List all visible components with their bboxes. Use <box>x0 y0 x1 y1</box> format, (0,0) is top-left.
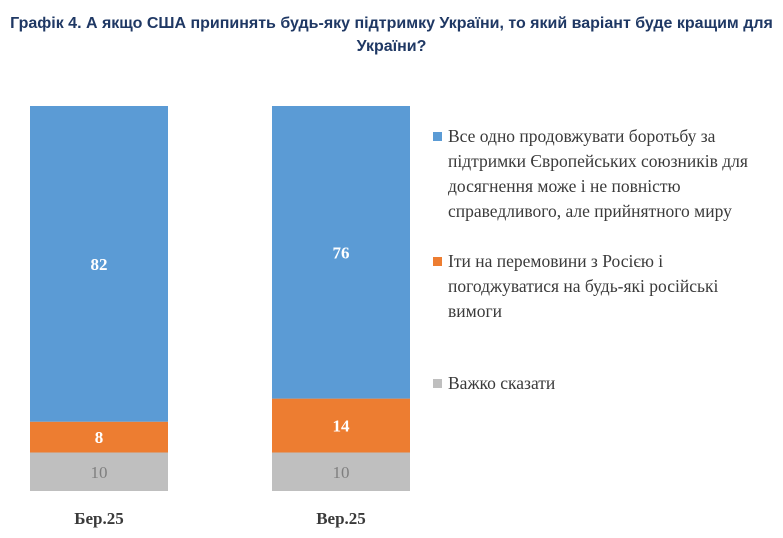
x-tick-label-sep25: Вер.25 <box>316 509 366 528</box>
legend-item-hard-to-say: Важко сказати <box>433 371 773 396</box>
legend-swatch-negotiate <box>433 257 442 266</box>
legend-swatch-hard-to-say <box>433 379 442 388</box>
legend-item-continue-fight: Все одно продовжувати боротьбу за підтри… <box>433 124 773 224</box>
data-label-mar25-hard-to-say: 10 <box>91 463 108 482</box>
data-label-sep25-hard-to-say: 10 <box>333 463 350 482</box>
bar-mar25-continue-fight <box>30 106 168 422</box>
legend-label-continue-fight: Все одно продовжувати боротьбу за підтри… <box>448 126 748 221</box>
bar-sep25-hard-to-say <box>272 452 410 491</box>
data-label-mar25-negotiate: 8 <box>95 428 104 447</box>
bar-sep25-negotiate <box>272 398 410 453</box>
data-label-sep25-negotiate: 14 <box>333 417 351 436</box>
bar-mar25-hard-to-say <box>30 452 168 491</box>
legend-item-negotiate: Іти на перемовини з Росією і погоджувати… <box>433 249 773 324</box>
stacked-bar-chart: 10 8 82 Бер.25 10 14 76 Вер.25 <box>30 106 410 528</box>
data-label-mar25-continue-fight: 82 <box>91 255 108 274</box>
chart-title: Графік 4. А якщо США припинять будь-яку … <box>10 15 773 55</box>
bar-mar25-negotiate <box>30 421 168 453</box>
legend-label-negotiate: Іти на перемовини з Росією і погоджувати… <box>448 251 719 321</box>
bar-sep25-continue-fight <box>272 106 410 399</box>
legend-label-hard-to-say: Важко сказати <box>448 373 556 393</box>
data-label-sep25-continue-fight: 76 <box>333 243 350 262</box>
legend-swatch-continue-fight <box>433 132 442 141</box>
x-tick-label-mar25: Бер.25 <box>74 509 124 528</box>
